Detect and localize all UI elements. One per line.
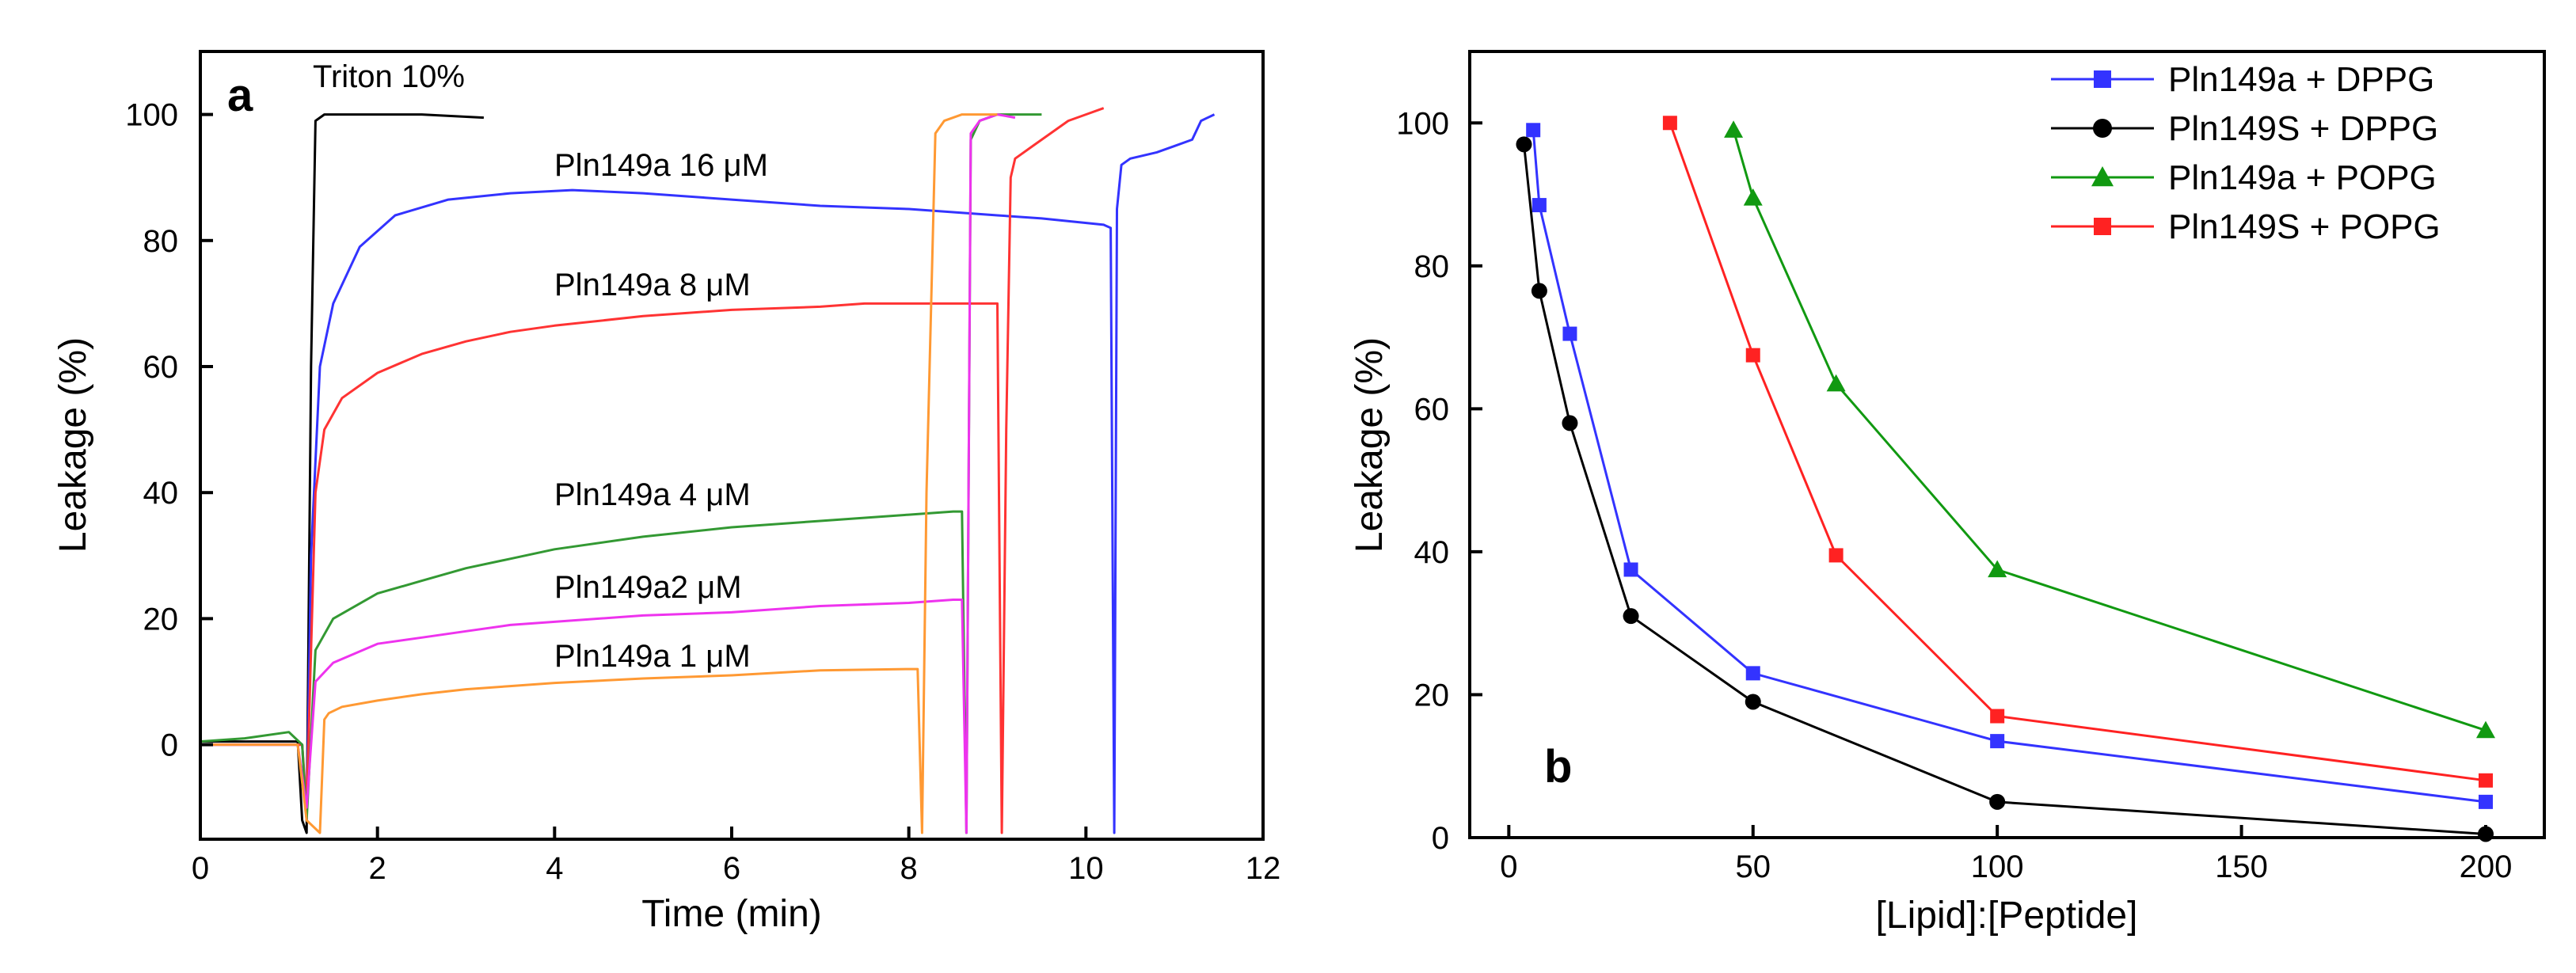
panel-b-data-point <box>1990 709 2005 724</box>
panel-a-x-tick-label: 4 <box>546 851 563 886</box>
annotation-16uM: Pln149a 16 μM <box>554 148 768 183</box>
panel-b-data-point <box>1623 562 1638 577</box>
legend-marker-3 <box>2094 218 2111 235</box>
panel-b-y-tick-label: 60 <box>1414 392 1450 427</box>
annotation-2uM: Pln149a2 μM <box>554 570 742 605</box>
panel-b-x-tick-label: 200 <box>2460 849 2513 884</box>
panel-a-x-axis-title: Time (min) <box>641 893 822 935</box>
panel-a-y-tick-label: 40 <box>143 476 179 511</box>
panel-a-y-tick-label: 20 <box>143 602 179 637</box>
panel-b-data-point <box>1743 188 1763 206</box>
panel-b-data-point <box>1826 374 1846 392</box>
panel-b-data-point <box>1516 136 1532 153</box>
panel-a-x-tick-label: 2 <box>369 851 386 886</box>
panel-b-data-point <box>1623 608 1639 625</box>
panel-b-data-point <box>1724 120 1744 138</box>
panel-b-chart: 0 50 100 150 200 0 20 40 60 80 100 b Pln149a + DPP… <box>1349 50 2546 937</box>
panel-b-x-tick-label: 100 <box>1971 849 2024 884</box>
panel-a-y-tick-label: 0 <box>161 728 178 763</box>
panel-a-ticks: 0 2 4 6 8 10 12 0 20 40 60 80 100 <box>125 98 1280 886</box>
panel-b-data-point <box>1745 666 1760 681</box>
panel-b-y-axis-title: Leakage (%) <box>1349 337 1391 553</box>
panel-b-data-point <box>1990 734 2005 749</box>
legend-label-0: Pln149a + DPPG <box>2168 60 2434 99</box>
panel-b-data-point <box>1531 283 1547 299</box>
panel-a-x-tick-label: 10 <box>1068 851 1104 886</box>
panel-a-x-tick-label: 6 <box>723 851 740 886</box>
panel-b-data-point <box>1745 694 1761 710</box>
panel-a-trace-5 <box>200 113 998 834</box>
panel-a-y-tick-label: 100 <box>125 98 178 133</box>
legend-marker-2 <box>2091 166 2114 187</box>
panel-a-label: a <box>227 70 253 121</box>
panel-b-x-tick-label: 0 <box>1500 849 1517 884</box>
panel-b-y-tick-label: 0 <box>1432 821 1449 856</box>
panel-b-x-tick-label: 50 <box>1736 849 1771 884</box>
panel-b-y-tick-label: 20 <box>1414 678 1450 713</box>
panel-a-trace-3 <box>200 113 1042 834</box>
panel-a-trace-2 <box>200 107 1105 834</box>
panel-b-data-point <box>1526 123 1541 138</box>
panel-b-plot-frame <box>1468 50 2546 839</box>
panel-a-y-axis-title: Leakage (%) <box>52 337 94 553</box>
panel-a-x-tick-label: 12 <box>1246 851 1281 886</box>
legend-marker-0 <box>2094 70 2111 88</box>
legend-label-1: Pln149S + DPPG <box>2168 109 2438 148</box>
panel-b-legend: Pln149a + DPPG Pln149S + DPPG Pln149a + PO… <box>2051 60 2441 246</box>
panel-a-x-tick-label: 0 <box>192 851 209 886</box>
panel-b-y-tick-label: 100 <box>1396 106 1449 141</box>
annotation-1uM: Pln149a 1 μM <box>554 639 751 674</box>
panel-b-series <box>1516 116 2495 842</box>
panel-a-trace-4 <box>200 113 1016 834</box>
panel-b-data-point <box>1662 116 1677 131</box>
panel-b-data-point <box>1532 198 1547 213</box>
panel-b-data-point <box>2478 794 2493 809</box>
panel-b-label: b <box>1544 741 1572 792</box>
panel-b-ticks: 0 50 100 150 200 0 20 40 60 80 100 <box>1396 106 2512 884</box>
legend-label-2: Pln149a + POPG <box>2168 158 2437 197</box>
annotation-8uM: Pln149a 8 μM <box>554 268 751 302</box>
panel-b-data-point <box>1745 348 1760 363</box>
panel-b-y-tick-label: 40 <box>1414 535 1450 570</box>
panel-a-chart: 0 2 4 6 8 10 12 0 20 40 60 80 100 a Triton 10% Pln14… <box>52 50 1280 935</box>
annotation-4uM: Pln149a 4 μM <box>554 477 751 512</box>
panel-a-trace-1 <box>200 113 1216 834</box>
panel-a-y-tick-label: 60 <box>143 350 179 385</box>
panel-b-data-point <box>2478 773 2493 788</box>
legend-marker-1 <box>2093 119 2112 138</box>
panel-b-data-point <box>1562 415 1578 431</box>
panel-b-data-point <box>2475 720 2495 739</box>
legend-label-3: Pln149S + POPG <box>2168 207 2441 246</box>
panel-b-x-axis-title: [Lipid]:[Peptide] <box>1876 895 2138 937</box>
panel-b-data-point <box>1562 326 1577 341</box>
panel-b-y-tick-label: 80 <box>1414 249 1450 284</box>
panel-a-y-tick-label: 80 <box>143 224 179 259</box>
panel-b-series-line-1 <box>1523 144 2487 835</box>
panel-b-x-tick-label: 150 <box>2215 849 2268 884</box>
panel-a-trace-0 <box>200 113 484 834</box>
panel-b-data-point <box>1989 793 2006 810</box>
panel-b-data-point <box>1828 548 1844 563</box>
annotation-triton: Triton 10% <box>313 59 465 94</box>
panel-a-x-tick-label: 8 <box>900 851 918 886</box>
panel-a-traces <box>200 107 1216 834</box>
panel-b-data-point <box>1988 560 2007 578</box>
